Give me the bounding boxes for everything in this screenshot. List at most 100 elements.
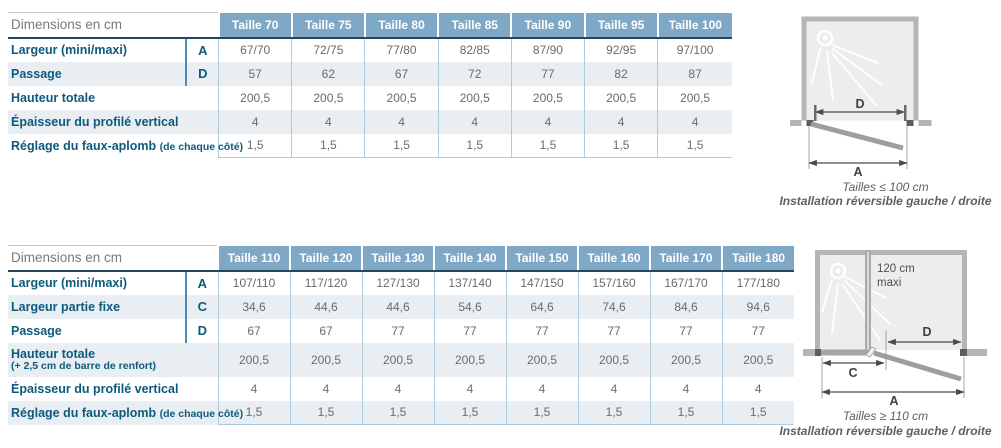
cell-value: 1,5 <box>361 400 435 425</box>
table-row: Réglage du faux-aplomb (de chaque côté) … <box>8 133 732 158</box>
cell-value: 137/140 <box>433 270 507 295</box>
column-header: Taille 160 <box>577 245 651 272</box>
table-row: Réglage du faux-aplomb (de chaque côté) … <box>8 400 795 425</box>
dimension-label-c: C <box>848 366 857 380</box>
row-label-sub: (+ 2,5 cm de barre de renfort) <box>11 360 157 372</box>
row-label: Réglage du faux-aplomb (de chaque côté) <box>8 400 243 425</box>
cell-value: 200,5 <box>510 85 585 110</box>
table-row: Hauteur totale 200,5 200,5 200,5 200,5 2… <box>8 85 732 110</box>
wall-right <box>913 16 919 121</box>
row-label-main: Réglage du faux-aplomb <box>11 138 157 153</box>
column-header: Taille 110 <box>217 245 291 272</box>
cell-value: 4 <box>218 109 292 134</box>
row-label: Largeur partie fixe <box>8 294 186 319</box>
cell-value: 200,5 <box>291 85 365 110</box>
table-row: Hauteur totale (+ 2,5 cm de barre de ren… <box>8 342 795 377</box>
hinge-block-left <box>806 120 814 126</box>
cell-value: 77 <box>361 318 435 343</box>
cell-value: 67 <box>217 318 291 343</box>
wall-stub-right <box>918 120 932 126</box>
cell-value: 62 <box>291 61 365 86</box>
column-header: Taille 140 <box>433 245 507 272</box>
cell-value: 1,5 <box>510 133 585 158</box>
cell-value: 4 <box>584 109 658 134</box>
cell-value: 87 <box>657 61 732 86</box>
cell-value: 64,6 <box>505 294 579 319</box>
dimension-label-d: D <box>855 97 864 111</box>
cell-value: 167/170 <box>649 270 723 295</box>
cell-value: 84,6 <box>649 294 723 319</box>
cell-value: 200,5 <box>657 85 732 110</box>
table-title: Dimensions en cm <box>8 12 219 39</box>
row-letter: D <box>185 61 219 86</box>
row-label: Largeur (mini/maxi) <box>11 43 127 57</box>
table-title: Dimensions en cm <box>8 245 219 272</box>
cell-value: 200,5 <box>289 342 363 377</box>
column-header: Taille 180 <box>721 245 795 272</box>
cell-value: 200,5 <box>721 342 795 377</box>
column-header: Taille 90 <box>510 12 585 39</box>
cell-value: 1,5 <box>291 133 365 158</box>
cell-value: 74,6 <box>577 294 651 319</box>
diagram-caption-sizes: Tailles ≤ 100 cm <box>842 180 928 194</box>
cell-value: 4 <box>577 376 651 401</box>
cell-value: 1,5 <box>217 400 291 425</box>
wall-top <box>815 250 967 255</box>
table-row: Largeur (mini/maxi) A 107/110 117/120 12… <box>8 270 795 295</box>
cell-value: 200,5 <box>577 342 651 377</box>
cell-value: 117/120 <box>289 270 363 295</box>
cell-value: 200,5 <box>361 342 435 377</box>
cell-value: 1,5 <box>505 400 579 425</box>
support-bar-note-line2: maxi <box>877 277 901 289</box>
cell-value: 4 <box>510 109 585 134</box>
cell-value: 67 <box>364 61 439 86</box>
cell-value: 1,5 <box>577 400 651 425</box>
column-header: Taille 85 <box>437 12 512 39</box>
wall-right <box>962 250 967 350</box>
cell-value: 92/95 <box>584 37 658 62</box>
row-letter: A <box>184 270 219 295</box>
cell-value: 1,5 <box>433 400 507 425</box>
cell-value: 4 <box>361 376 435 401</box>
table-row: Largeur (mini/maxi) A 67/70 72/75 77/80 … <box>8 37 732 62</box>
cell-value: 82 <box>584 61 658 86</box>
column-header: Taille 100 <box>656 12 732 39</box>
cell-value: 200,5 <box>649 342 723 377</box>
cell-value: 4 <box>505 376 579 401</box>
table-row: Passage D 67 67 77 77 77 77 77 77 <box>8 318 795 343</box>
center-hinge <box>865 346 877 358</box>
row-label: Épaisseur du profilé vertical <box>8 109 219 134</box>
hinge-block-right <box>906 120 914 126</box>
cell-value: 4 <box>291 109 365 134</box>
table-row: Épaisseur du profilé vertical 4 4 4 4 4 … <box>8 109 732 134</box>
cell-value: 1,5 <box>649 400 723 425</box>
cell-value: 1,5 <box>721 400 795 425</box>
cell-value: 67/70 <box>218 37 292 62</box>
cell-value: 87/90 <box>510 37 585 62</box>
door-panel-open <box>873 350 962 382</box>
cell-value: 44,6 <box>361 294 435 319</box>
glass-panel <box>820 255 962 350</box>
cell-value: 1,5 <box>364 133 439 158</box>
cell-value: 77 <box>577 318 651 343</box>
cell-value: 54,6 <box>433 294 507 319</box>
cell-value: 97/100 <box>657 37 732 62</box>
wall-stub-right <box>967 349 987 356</box>
cell-value: 4 <box>217 376 291 401</box>
dimension-label-a: A <box>853 165 862 179</box>
wall-stub-left <box>803 349 815 356</box>
shower-head-icon <box>811 29 883 106</box>
door-panel-open <box>810 121 904 151</box>
row-letter: A <box>185 37 219 62</box>
table-row: Largeur partie fixe C 34,6 44,6 44,6 54,… <box>8 294 795 319</box>
support-bar-highlight <box>867 252 869 350</box>
cell-value: 200,5 <box>218 85 292 110</box>
cell-value: 4 <box>721 376 795 401</box>
row-label-main: Réglage du faux-aplomb <box>11 405 157 420</box>
cell-value: 1,5 <box>657 133 732 158</box>
hinge-block-right <box>960 349 967 356</box>
cell-value: 127/130 <box>361 270 435 295</box>
cell-value: 57 <box>218 61 292 86</box>
cell-value: 147/150 <box>505 270 579 295</box>
cell-value: 72 <box>437 61 512 86</box>
